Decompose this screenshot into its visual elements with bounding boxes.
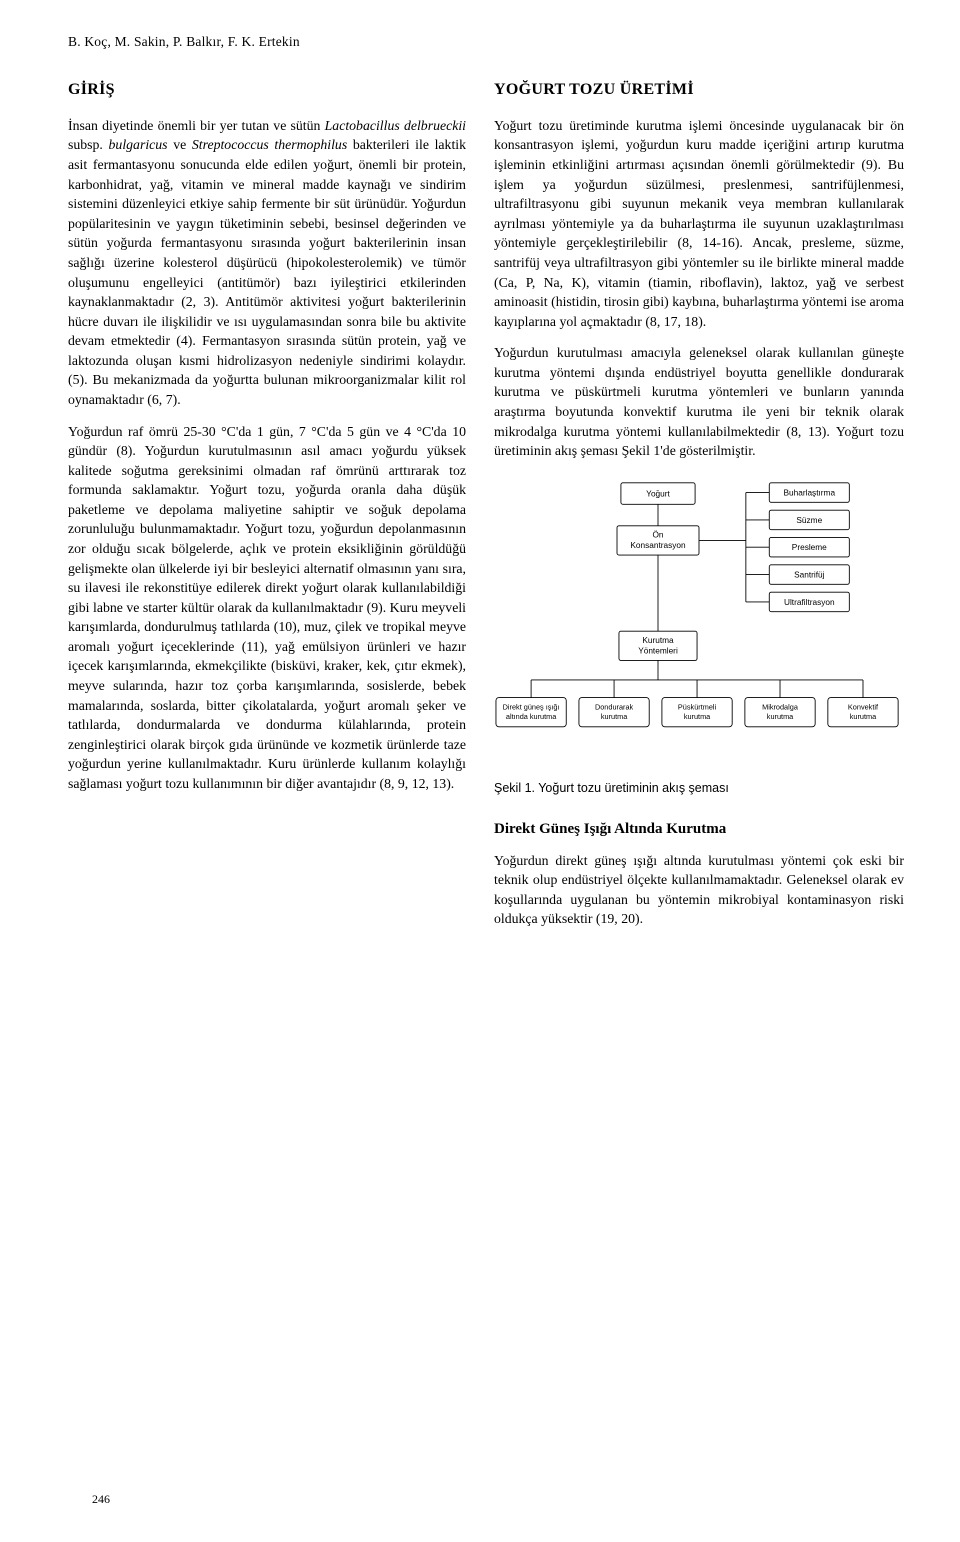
para1-pre: İnsan diyetinde önemli bir yer tutan ve … <box>68 118 325 133</box>
node-onkons-1: Ön <box>652 529 663 539</box>
node-direkt-1: Direkt güneş ışığı <box>503 702 560 711</box>
page-number: 246 <box>92 1491 110 1508</box>
node-konv-1: Konvektif <box>848 702 879 711</box>
node-dond-1: Dondurarak <box>595 702 634 711</box>
para1-italic3: Streptococcus thermophilus <box>192 137 347 152</box>
node-pusk-2: kurutma <box>684 712 711 721</box>
para1-mid2: ve <box>168 137 192 152</box>
left-column: GİRİŞ İnsan diyetinde önemli bir yer tut… <box>68 79 466 941</box>
node-konv-2: kurutma <box>850 712 877 721</box>
paragraph-direkt: Yoğurdun direkt güneş ışığı altında kuru… <box>494 851 904 929</box>
para1-italic1: Lactobacillus delbrueckii <box>325 118 466 133</box>
node-kurutma-1: Kurutma <box>642 635 674 645</box>
node-yogurt: Yoğurt <box>646 488 670 498</box>
right-column: YOĞURT TOZU ÜRETİMİ Yoğurt tozu üretimin… <box>494 79 904 941</box>
node-presleme: Presleme <box>792 542 827 552</box>
para1-post: bakterileri ile laktik asit fermantasyon… <box>68 137 466 407</box>
figure-flowchart: .fb { fill:#ffffff; stroke:#000000; stro… <box>494 475 904 768</box>
paragraph-methods: Yoğurdun kurutulması amacıyla geleneksel… <box>494 343 904 460</box>
node-mikro-2: kurutma <box>767 712 794 721</box>
para1-italic2: bulgaricus <box>109 137 168 152</box>
section-heading-giris: GİRİŞ <box>68 79 466 102</box>
authors-line: B. Koç, M. Sakin, P. Balkır, F. K. Ertek… <box>68 32 904 51</box>
para1-mid1: subsp. <box>68 137 109 152</box>
paragraph-intro: İnsan diyetinde önemli bir yer tutan ve … <box>68 116 466 410</box>
node-direkt-2: altında kurutma <box>506 712 557 721</box>
figure-caption: Şekil 1. Yoğurt tozu üretiminin akış şem… <box>494 780 904 798</box>
node-mikro-1: Mikrodalga <box>762 702 799 711</box>
node-suzme: Süzme <box>796 515 822 525</box>
paragraph-shelf-life: Yoğurdun raf ömrü 25-30 °C'da 1 gün, 7 °… <box>68 422 466 794</box>
two-column-layout: GİRİŞ İnsan diyetinde önemli bir yer tut… <box>68 79 904 941</box>
node-dond-2: kurutma <box>601 712 628 721</box>
node-onkons-2: Konsantrasyon <box>630 540 686 550</box>
node-buhar: Buharlaştırma <box>784 487 836 497</box>
node-pusk-1: Püskürtmeli <box>678 702 717 711</box>
paragraph-pretreatment: Yoğurt tozu üretiminde kurutma işlemi ön… <box>494 116 904 331</box>
node-ultra: Ultrafiltrasyon <box>784 597 835 607</box>
subsection-heading-direkt: Direkt Güneş Işığı Altında Kurutma <box>494 819 904 840</box>
section-heading-uretim: YOĞURT TOZU ÜRETİMİ <box>494 79 904 102</box>
node-kurutma-2: Yöntemleri <box>638 645 678 655</box>
node-santrifuj: Santrifüj <box>794 569 825 579</box>
flowchart-svg: .fb { fill:#ffffff; stroke:#000000; stro… <box>494 475 904 768</box>
